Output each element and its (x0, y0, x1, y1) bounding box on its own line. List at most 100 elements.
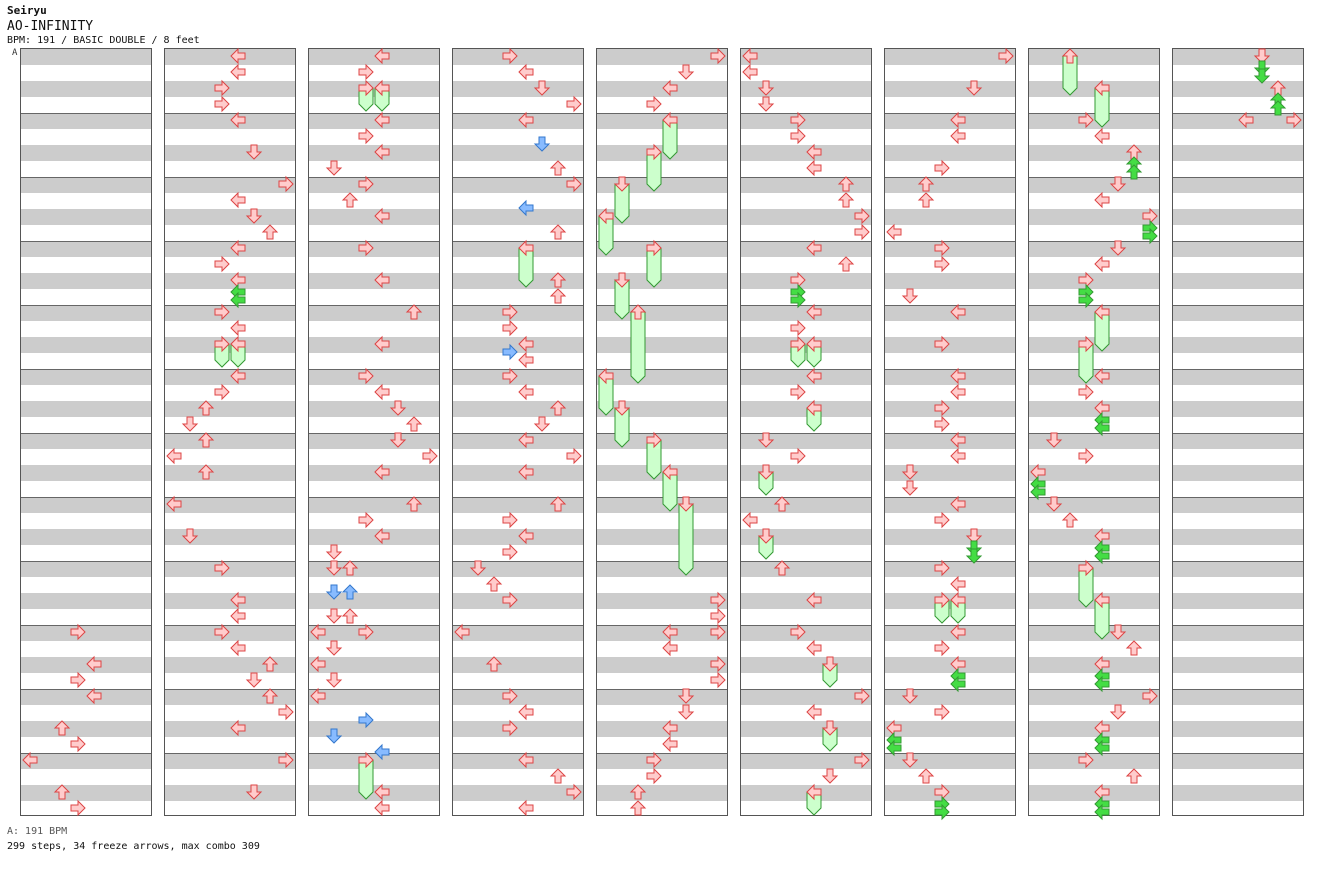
measure-line (885, 241, 1015, 242)
measure-line (165, 177, 295, 178)
measure-line (165, 753, 295, 754)
beat-stripe (309, 401, 439, 417)
chart-column (164, 48, 296, 816)
beat-stripe (165, 305, 295, 321)
beat-stripe (165, 113, 295, 129)
chart-column (1028, 48, 1160, 816)
beat-stripe (21, 241, 151, 257)
beat-stripe (309, 273, 439, 289)
beat-stripe (597, 305, 727, 321)
beat-stripe (1173, 337, 1303, 353)
beat-stripe (21, 401, 151, 417)
beat-stripe (1173, 49, 1303, 65)
beat-stripe (885, 433, 1015, 449)
beat-stripe (21, 785, 151, 801)
measure-line (21, 625, 151, 626)
measure-line (597, 625, 727, 626)
beat-stripe (21, 625, 151, 641)
measure-line (741, 497, 871, 498)
measure-line (597, 561, 727, 562)
beat-stripe (885, 753, 1015, 769)
beat-stripe (21, 689, 151, 705)
measure-line (597, 113, 727, 114)
beat-stripe (453, 209, 583, 225)
beat-stripe (741, 721, 871, 737)
beat-stripe (1173, 81, 1303, 97)
measure-line (597, 689, 727, 690)
beat-stripe (885, 529, 1015, 545)
beat-stripe (309, 721, 439, 737)
chart-stats: 299 steps, 34 freeze arrows, max combo 3… (7, 841, 260, 852)
beat-stripe (885, 465, 1015, 481)
measure-line (453, 433, 583, 434)
beat-stripe (1173, 401, 1303, 417)
beat-stripe (309, 593, 439, 609)
beat-stripe (597, 177, 727, 193)
measure-line (309, 497, 439, 498)
beat-stripe (309, 369, 439, 385)
beat-stripe (165, 273, 295, 289)
measure-line (741, 369, 871, 370)
measure-line (165, 497, 295, 498)
beat-stripe (597, 657, 727, 673)
measure-line (885, 177, 1015, 178)
beat-stripe (309, 689, 439, 705)
measure-line (1173, 689, 1303, 690)
measure-line (453, 497, 583, 498)
beat-stripe (309, 561, 439, 577)
beat-stripe (885, 369, 1015, 385)
beat-stripe (21, 337, 151, 353)
measure-line (21, 433, 151, 434)
beat-stripe (1173, 657, 1303, 673)
beat-stripe (453, 593, 583, 609)
measure-line (1029, 305, 1159, 306)
chart-column (452, 48, 584, 816)
measure-line (165, 561, 295, 562)
beat-stripe (597, 241, 727, 257)
beat-stripe (309, 241, 439, 257)
measure-line (453, 305, 583, 306)
measure-line (885, 689, 1015, 690)
beat-stripe (1029, 529, 1159, 545)
beat-stripe (21, 561, 151, 577)
beat-stripe (885, 49, 1015, 65)
beat-stripe (885, 721, 1015, 737)
measure-line (21, 497, 151, 498)
beat-stripe (453, 273, 583, 289)
beat-stripe (885, 657, 1015, 673)
beat-stripe (1029, 785, 1159, 801)
beat-stripe (453, 529, 583, 545)
beat-stripe (1173, 241, 1303, 257)
beat-stripe (885, 401, 1015, 417)
beat-stripe (165, 209, 295, 225)
beat-stripe (453, 81, 583, 97)
beat-stripe (1173, 273, 1303, 289)
beat-stripe (1029, 497, 1159, 513)
beat-stripe (885, 305, 1015, 321)
beat-stripe (1029, 625, 1159, 641)
beat-stripe (597, 497, 727, 513)
beat-stripe (165, 497, 295, 513)
beat-stripe (1173, 625, 1303, 641)
beat-stripe (21, 721, 151, 737)
beat-stripe (741, 753, 871, 769)
measure-line (165, 369, 295, 370)
beat-stripe (165, 465, 295, 481)
beat-stripe (165, 785, 295, 801)
beat-stripe (1029, 465, 1159, 481)
beat-stripe (1173, 113, 1303, 129)
measure-line (1173, 497, 1303, 498)
measure-line (885, 113, 1015, 114)
measure-line (1173, 753, 1303, 754)
beat-stripe (741, 273, 871, 289)
measure-line (1173, 113, 1303, 114)
beat-stripe (453, 753, 583, 769)
measure-line (309, 113, 439, 114)
beat-stripe (741, 305, 871, 321)
beat-stripe (1029, 177, 1159, 193)
measure-line (1173, 177, 1303, 178)
beat-stripe (1173, 593, 1303, 609)
measure-line (597, 177, 727, 178)
measure-line (741, 433, 871, 434)
measure-line (453, 625, 583, 626)
